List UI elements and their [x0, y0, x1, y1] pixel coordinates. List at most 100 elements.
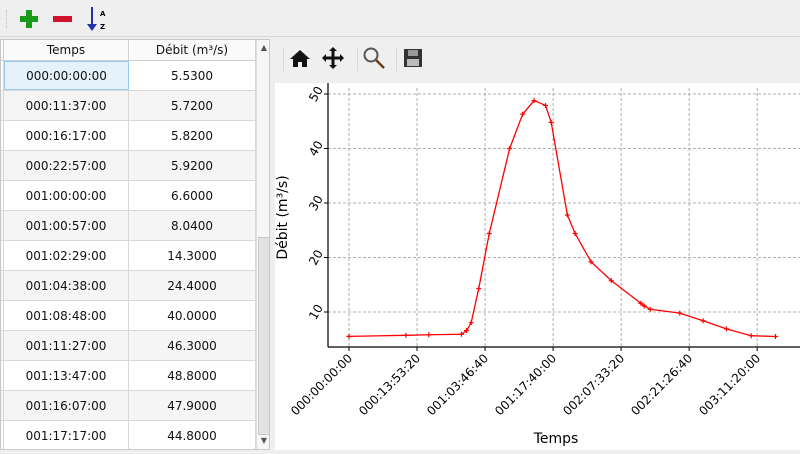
table-row[interactable]: 001:00:57:00 8.0400 — [1, 211, 256, 241]
data-point — [486, 231, 492, 237]
table-body: 000:00:00:00 5.5300 000:11:37:00 5.7200 000:… — [1, 61, 256, 449]
scroll-down-icon[interactable]: ▼ — [260, 436, 268, 445]
x-tick-label: 000:00:00:00 — [288, 351, 355, 418]
data-point — [531, 98, 537, 104]
table-row[interactable]: 001:13:47:00 48.8000 — [1, 361, 256, 391]
debit-cell[interactable]: 8.0400 — [129, 211, 256, 240]
debit-cell[interactable]: 47.9000 — [129, 391, 256, 420]
temps-cell[interactable]: 001:08:48:00 — [4, 301, 129, 330]
debit-cell[interactable]: 5.8200 — [129, 121, 256, 150]
data-point — [748, 333, 754, 339]
table-row[interactable]: 000:00:00:00 5.5300 — [1, 61, 256, 91]
data-point — [641, 303, 647, 309]
table-row[interactable]: 001:11:27:00 46.3000 — [1, 331, 256, 361]
debit-cell[interactable]: 44.8000 — [129, 421, 256, 449]
add-row-button[interactable] — [16, 6, 42, 32]
x-tick-label: 001:17:40:00 — [492, 351, 559, 418]
chart-canvas: 10 20 30 40 50 000:00:00:00 000:13:53:20 001:03… — [275, 83, 800, 450]
debit-cell[interactable]: 6.6000 — [129, 181, 256, 210]
y-tick-label: 30 — [306, 193, 326, 213]
remove-icon — [53, 16, 72, 22]
y-tick-label: 20 — [306, 247, 326, 267]
table-header: Temps Débit (m³/s) — [1, 40, 256, 61]
data-point — [426, 332, 432, 338]
debit-cell[interactable]: 5.7200 — [129, 91, 256, 120]
data-point — [588, 259, 594, 265]
debit-cell[interactable]: 5.9200 — [129, 151, 256, 180]
data-point — [520, 111, 526, 117]
data-point — [572, 231, 578, 237]
table-row[interactable]: 001:17:17:00 44.8000 — [1, 421, 256, 449]
x-tick-label: 002:21:26:40 — [628, 351, 695, 418]
debit-cell[interactable]: 48.8000 — [129, 361, 256, 390]
table-row[interactable]: 001:04:38:00 24.4000 — [1, 271, 256, 301]
data-point — [647, 306, 653, 312]
temps-cell[interactable]: 001:11:27:00 — [4, 331, 129, 360]
zoom-icon — [363, 47, 385, 69]
data-point — [564, 212, 570, 218]
add-icon — [20, 10, 38, 28]
table-row[interactable]: 001:16:07:00 47.9000 — [1, 391, 256, 421]
temps-cell[interactable]: 000:00:00:00 — [4, 61, 129, 90]
temps-cell[interactable]: 001:02:29:00 — [4, 241, 129, 270]
table-row[interactable]: 001:02:29:00 14.3000 — [1, 241, 256, 271]
debit-cell[interactable]: 14.3000 — [129, 241, 256, 270]
y-tick-label: 40 — [306, 138, 326, 158]
debit-cell[interactable]: 40.0000 — [129, 301, 256, 330]
save-button[interactable] — [400, 45, 426, 71]
svg-text:A: A — [100, 10, 106, 18]
scroll-up-icon[interactable]: ▲ — [260, 43, 268, 52]
data-point — [468, 320, 474, 326]
data-point — [542, 102, 548, 108]
data-point — [773, 334, 779, 340]
x-axis-label: Temps — [533, 431, 579, 447]
x-tick-label: 000:13:53:20 — [356, 351, 423, 418]
temps-cell[interactable]: 001:00:00:00 — [4, 181, 129, 210]
column-header-temps[interactable]: Temps — [4, 40, 129, 60]
data-point — [723, 326, 729, 332]
column-header-debit[interactable]: Débit (m³/s) — [129, 40, 256, 60]
data-point — [507, 146, 513, 151]
home-button[interactable] — [287, 45, 313, 71]
table-row[interactable]: 000:16:17:00 5.8200 — [1, 121, 256, 151]
temps-cell[interactable]: 001:17:17:00 — [4, 421, 129, 449]
data-point — [638, 300, 644, 306]
data-line — [348, 99, 776, 338]
temps-cell[interactable]: 000:16:17:00 — [4, 121, 129, 150]
temps-cell[interactable]: 000:22:57:00 — [4, 151, 129, 180]
table-row[interactable]: 001:08:48:00 40.0000 — [1, 301, 256, 331]
temps-cell[interactable]: 001:00:57:00 — [4, 211, 129, 240]
temps-cell[interactable]: 001:13:47:00 — [4, 361, 129, 390]
data-point — [608, 278, 614, 284]
sort-az-icon: AZ — [87, 7, 106, 31]
scrollbar-thumb[interactable] — [258, 237, 269, 435]
data-point — [403, 332, 409, 338]
data-point — [700, 318, 706, 324]
data-point — [464, 328, 470, 334]
table-row[interactable]: 001:00:00:00 6.6000 — [1, 181, 256, 211]
chart-toolbar — [275, 39, 800, 79]
data-point — [548, 119, 554, 125]
pan-button[interactable] — [320, 45, 346, 71]
data-table: Temps Débit (m³/s) 000:00:00:00 5.5300 000… — [0, 39, 270, 450]
temps-cell[interactable]: 000:11:37:00 — [4, 91, 129, 120]
debit-cell[interactable]: 46.3000 — [129, 331, 256, 360]
vertical-scrollbar[interactable]: ▲ ▼ — [256, 40, 269, 449]
remove-row-button[interactable] — [49, 6, 75, 32]
data-point — [458, 331, 464, 337]
zoom-button[interactable] — [361, 45, 387, 71]
temps-cell[interactable]: 001:04:38:00 — [4, 271, 129, 300]
x-tick-label: 002:07:33:20 — [560, 351, 627, 418]
table-row[interactable]: 000:11:37:00 5.7200 — [1, 91, 256, 121]
debit-cell[interactable]: 24.4000 — [129, 271, 256, 300]
save-icon — [404, 49, 422, 67]
y-tick-label: 10 — [306, 302, 326, 322]
temps-cell[interactable]: 001:16:07:00 — [4, 391, 129, 420]
data-point — [476, 286, 482, 292]
toolbar-grip[interactable] — [6, 10, 9, 28]
table-row[interactable]: 000:22:57:00 5.9200 — [1, 151, 256, 181]
debit-cell[interactable]: 5.5300 — [129, 61, 256, 90]
data-point — [346, 333, 352, 339]
